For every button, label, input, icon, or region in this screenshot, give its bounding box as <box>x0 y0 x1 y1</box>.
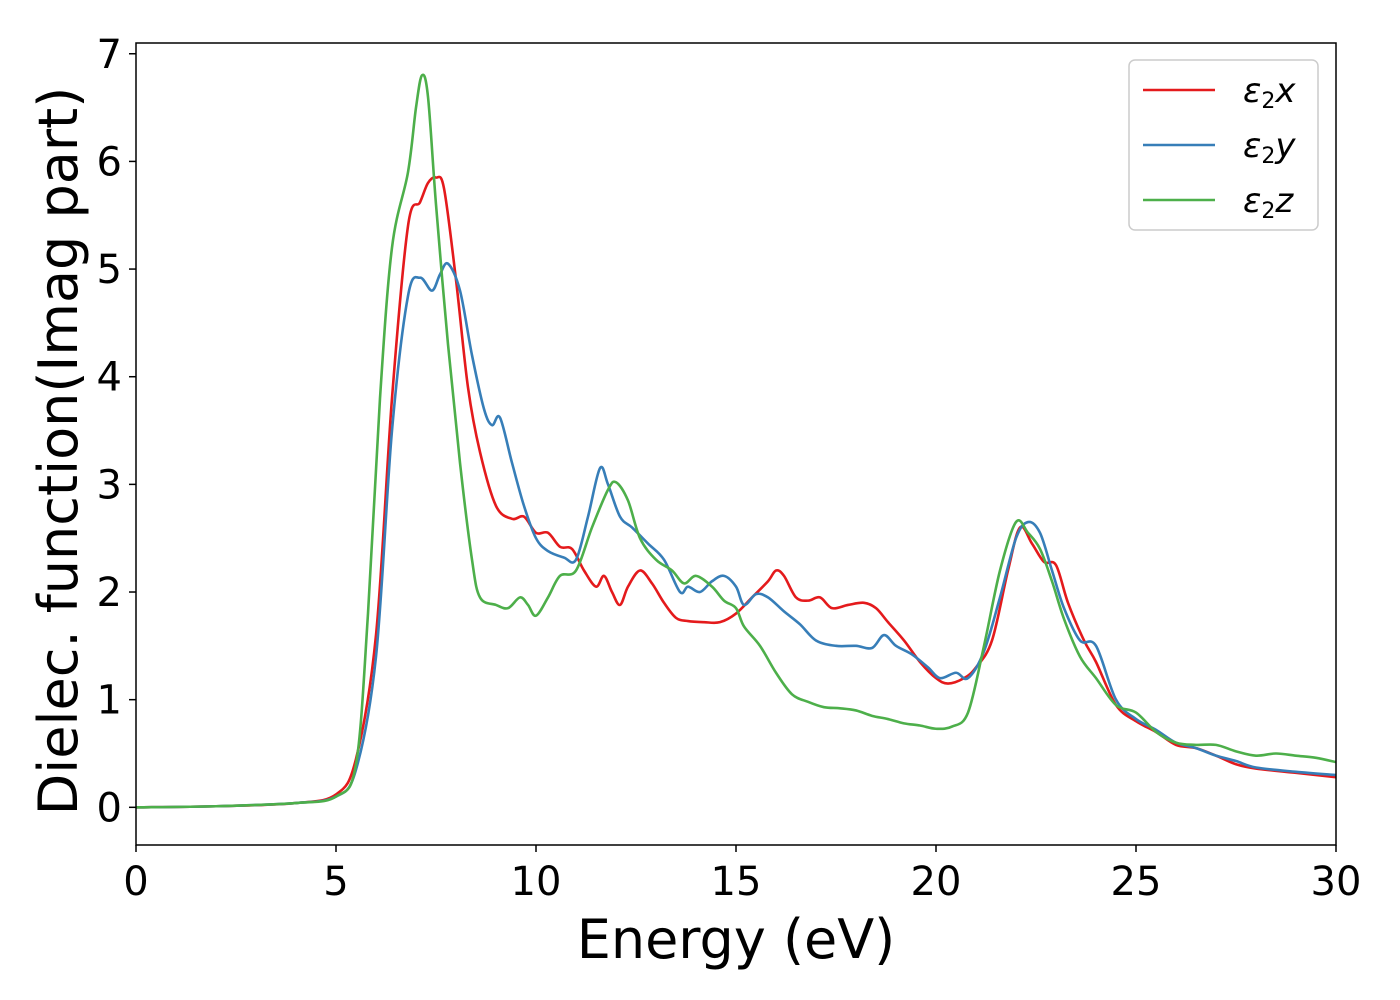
y-tick-label: 3 <box>97 462 122 508</box>
series-line-x <box>136 175 1336 809</box>
legend-entry-z: ε2z <box>1243 181 1294 224</box>
series-layer <box>136 73 1336 809</box>
x-tick-label: 10 <box>511 859 562 905</box>
y-tick-label: 2 <box>97 570 122 616</box>
y-tick-label: 5 <box>97 247 122 293</box>
y-tick-label: 6 <box>97 139 122 185</box>
legend-box <box>1128 59 1319 231</box>
x-axis-ticks: 0 5 10 15 20 25 30 <box>123 845 1361 905</box>
x-tick-label: 20 <box>911 859 962 905</box>
legend: ε2x ε2y ε2z <box>1128 59 1319 231</box>
y-axis-ticks: 0 1 2 3 4 5 6 7 <box>97 32 136 831</box>
x-tick-label: 15 <box>711 859 762 905</box>
y-axis-label: Dielec. function(Imag part) <box>27 87 90 816</box>
y-tick-label: 7 <box>97 32 122 78</box>
y-tick-label: 4 <box>97 355 122 401</box>
x-axis-label: Energy (eV) <box>577 908 896 971</box>
series-line-y <box>136 261 1336 809</box>
y-tick-label: 0 <box>97 785 122 831</box>
y-tick-label: 1 <box>97 678 122 724</box>
x-tick-label: 25 <box>1111 859 1162 905</box>
legend-entry-x: ε2x <box>1243 71 1296 114</box>
legend-entry-y: ε2y <box>1243 126 1296 169</box>
series-line-z <box>136 73 1336 809</box>
x-tick-label: 0 <box>123 859 148 905</box>
x-tick-label: 30 <box>1311 859 1362 905</box>
x-tick-label: 5 <box>323 859 348 905</box>
